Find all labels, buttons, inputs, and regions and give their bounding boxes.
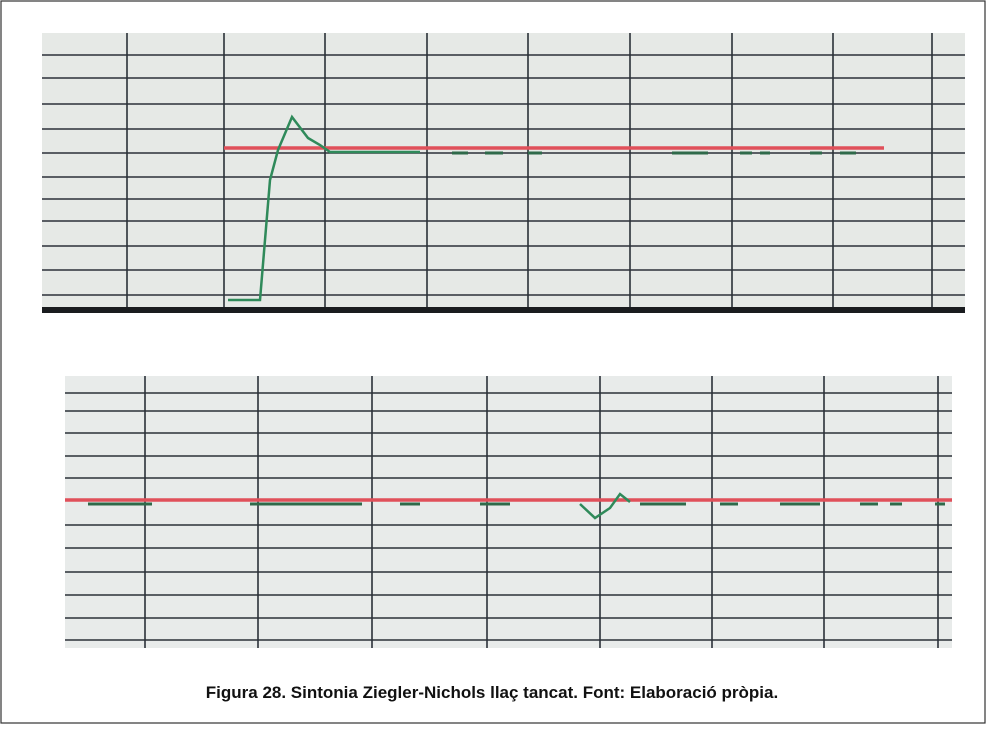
- top-plot: [42, 33, 965, 313]
- figure-caption: Figura 28. Sintonia Ziegler-Nichols llaç…: [206, 683, 778, 702]
- plot-background: [65, 376, 952, 648]
- bottom-edge: [42, 307, 965, 313]
- bottom-plot: [65, 376, 952, 648]
- page: Figura 28. Sintonia Ziegler-Nichols llaç…: [0, 0, 987, 725]
- figure: Figura 28. Sintonia Ziegler-Nichols llaç…: [0, 0, 987, 725]
- plot-background: [42, 33, 965, 313]
